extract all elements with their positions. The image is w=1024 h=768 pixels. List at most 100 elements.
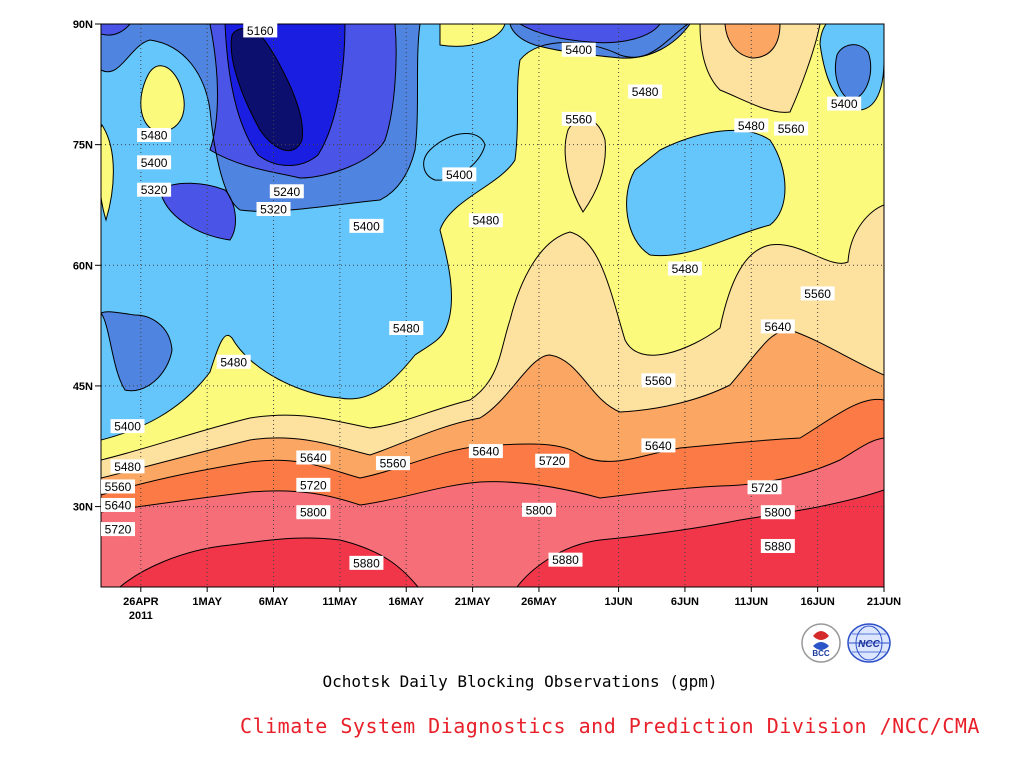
contour-line [101,537,419,587]
contour-label-text: 5560 [380,457,407,471]
contour-label: 5480 [667,261,702,276]
contour-label: 5560 [800,286,835,301]
contour-line [101,24,421,212]
contour-label-text: 5640 [645,439,672,453]
contour-label-text: 5560 [804,287,831,301]
contour-label-box [760,538,795,553]
contour-band [835,44,871,100]
svg-text:BCC: BCC [812,649,830,658]
y-tick-label: 30N [73,502,93,514]
dotted-gridlines [101,24,884,587]
contour-label-text: 5560 [645,374,672,388]
contour-label: 5400 [827,96,862,111]
contour-band [700,24,820,113]
contour-label: 5800 [296,505,331,520]
contour-label-text: 5160 [247,24,274,38]
contour-label-box [269,184,304,199]
contour-label-box [760,319,795,334]
contour-band [101,125,114,220]
contour-label-box [110,459,145,474]
contour-label-box [468,444,503,459]
contour-label-text: 5240 [273,185,300,199]
ncc-logo-icon: NCC [846,622,891,664]
contour-label-box [137,182,172,197]
contour-band [520,24,660,43]
contour-label-box [667,261,702,276]
contour-label: 5160 [243,23,278,38]
contour-line [209,24,397,179]
contour-label: 5640 [760,319,795,334]
x-tick-label: 21JUN [867,596,901,608]
x-tick-label: 16JUN [801,596,835,608]
contour-label-text: 5400 [446,168,473,182]
contour-label-box [442,167,477,182]
contour-label: 5640 [468,444,503,459]
contour-label-text: 5480 [220,355,247,369]
contour-label-box [375,456,410,471]
contour-label-box [349,555,384,570]
contour-label-text: 5480 [393,322,420,336]
contour-label: 5480 [389,321,424,336]
credit-line: Climate System Diagnostics and Predictio… [240,714,980,738]
contour-label-box [760,505,795,520]
contour-band [565,118,606,212]
contour-label: 5640 [641,438,676,453]
contour-label-text: 5880 [353,556,380,570]
contour-band [101,24,130,36]
contour-fills [101,24,884,587]
contour-label: 5480 [734,118,769,133]
contour-label-text: 5400 [114,420,141,434]
contour-value-labels: 5160 5400 5480 5400 5480 5560 5480 5560 5400 5400… [101,23,862,570]
x-tick-label: 11JUN [734,596,768,608]
contour-label-box [641,373,676,388]
contour-band [140,65,185,132]
x-tick-label: 26APR [123,596,159,608]
contour-label-box [101,497,135,512]
contour-label-text: 5720 [751,481,778,495]
contour-label-box [521,502,556,517]
contour-label-text: 5480 [738,119,765,133]
contour-line [101,24,884,587]
contour-label-text: 5640 [764,320,791,334]
contour-line [724,24,781,59]
contour-line [699,24,821,113]
y-axis-labels: 30N 45N 60N 75N 90N [73,19,93,514]
contour-label-box [561,111,596,126]
contour-label: 5560 [101,479,135,494]
contour-label-box [561,42,596,57]
contour-label-box [256,201,291,216]
contour-label-text: 5800 [300,506,327,520]
contour-label: 5800 [521,502,556,517]
contour-label-box [101,479,135,494]
contour-label-box [349,218,384,233]
contour-band [626,130,785,256]
contour-band [231,28,303,151]
contour-label-box [101,522,135,537]
contour-label: 5400 [137,155,172,170]
contour-label-box [296,505,331,520]
contour-label-box [747,480,782,495]
contour-label-text: 5480 [141,128,168,142]
contour-label-box [535,453,570,468]
contour-line [101,437,884,587]
contour-label: 5720 [101,522,135,537]
contour-label: 5480 [468,213,503,228]
x-tick-label: 16MAY [388,596,424,608]
contour-label: 5320 [256,201,291,216]
contour-label-text: 5400 [565,43,592,57]
contour-label-text: 5880 [552,553,579,567]
contour-label: 5240 [269,184,304,199]
contour-label: 5400 [349,218,384,233]
contour-band [423,133,485,181]
contour-label-text: 5640 [473,445,500,459]
contour-line [101,204,884,587]
contour-label-box [641,438,676,453]
contour-label-box [216,354,251,369]
contour-label: 5880 [349,555,384,570]
contour-line [224,24,346,166]
contour-band [725,24,780,58]
contour-label: 5400 [110,419,145,434]
contour-label-text: 5400 [831,97,858,111]
contour-label: 5880 [760,538,795,553]
contour-label-box [774,121,809,136]
